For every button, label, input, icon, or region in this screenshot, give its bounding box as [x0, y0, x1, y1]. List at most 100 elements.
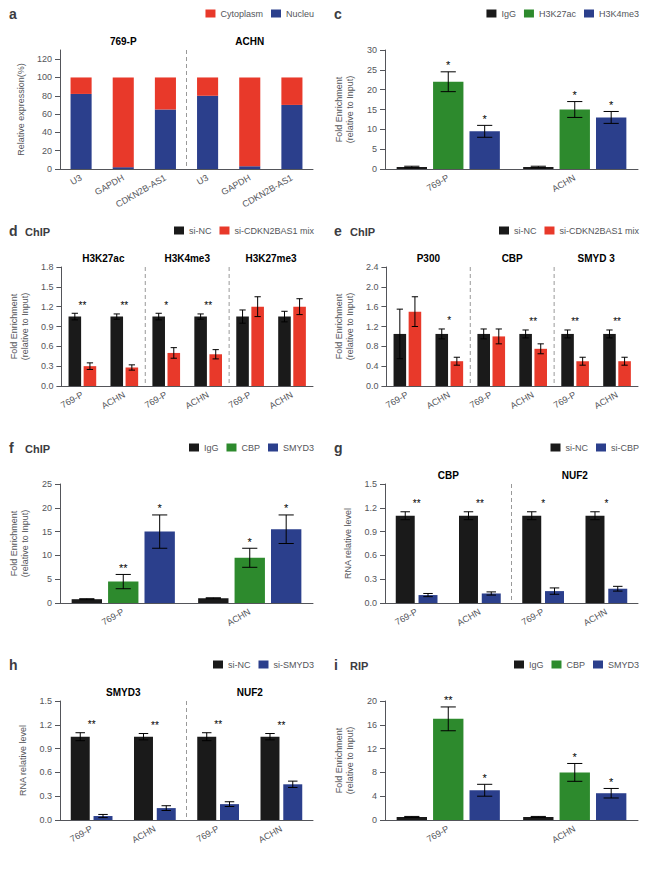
svg-text:*: *	[541, 498, 545, 509]
svg-text:0.3: 0.3	[41, 361, 54, 371]
svg-text:0.3: 0.3	[39, 791, 52, 801]
svg-text:4: 4	[372, 791, 377, 801]
svg-text:769-P: 769-P	[468, 390, 494, 411]
svg-text:si-SMYD3: si-SMYD3	[273, 660, 314, 670]
svg-text:0.0: 0.0	[364, 598, 377, 608]
svg-text:h: h	[9, 657, 18, 673]
svg-text:*: *	[447, 315, 451, 326]
svg-text:769-P: 769-P	[68, 824, 94, 845]
svg-text:*: *	[604, 498, 608, 509]
svg-text:0.9: 0.9	[41, 322, 54, 332]
svg-text:20: 20	[367, 696, 377, 706]
svg-text:si-CDKN2BAS1 mix: si-CDKN2BAS1 mix	[234, 226, 314, 236]
svg-text:0: 0	[47, 598, 52, 608]
svg-text:120: 120	[37, 54, 52, 64]
svg-text:16: 16	[367, 720, 377, 730]
svg-text:769-P: 769-P	[425, 824, 451, 845]
svg-text:**: **	[444, 694, 453, 706]
svg-text:H3K27ac: H3K27ac	[539, 9, 577, 19]
svg-text:769-P: 769-P	[59, 390, 85, 411]
svg-text:IgG: IgG	[204, 443, 219, 453]
svg-text:769-P: 769-P	[384, 390, 410, 411]
svg-text:si-NC: si-NC	[514, 226, 537, 236]
svg-text:ACHN: ACHN	[225, 607, 252, 628]
svg-text:ACHN: ACHN	[425, 390, 452, 411]
svg-text:*: *	[483, 772, 488, 784]
svg-text:0.9: 0.9	[39, 744, 52, 754]
svg-text:CBP: CBP	[502, 253, 523, 264]
svg-text:5: 5	[372, 144, 377, 154]
svg-text:0: 0	[372, 164, 377, 174]
svg-text:c: c	[334, 6, 342, 22]
svg-text:H3K27me3: H3K27me3	[245, 253, 297, 264]
svg-text:e: e	[334, 223, 342, 239]
svg-text:**: **	[571, 316, 579, 327]
svg-text:1.8: 1.8	[41, 262, 54, 272]
svg-text:ACHN: ACHN	[267, 390, 294, 411]
svg-text:si-CBP: si-CBP	[611, 443, 639, 453]
svg-text:60: 60	[42, 109, 52, 119]
svg-text:0.0: 0.0	[39, 815, 52, 825]
svg-text:ChIP: ChIP	[25, 226, 50, 238]
svg-text:si-NC: si-NC	[566, 443, 589, 453]
svg-text:*: *	[284, 502, 289, 514]
svg-text:1.2: 1.2	[366, 322, 379, 332]
svg-text:769-P: 769-P	[393, 607, 419, 628]
svg-text:25: 25	[367, 65, 377, 75]
svg-text:0: 0	[47, 164, 52, 174]
svg-text:*: *	[483, 113, 488, 125]
svg-text:**: **	[413, 498, 421, 509]
svg-text:2.4: 2.4	[366, 262, 379, 272]
svg-text:1.2: 1.2	[364, 503, 377, 513]
svg-text:GAPDH: GAPDH	[220, 173, 253, 198]
svg-text:5: 5	[47, 574, 52, 584]
svg-text:SMYD3: SMYD3	[608, 660, 639, 670]
svg-text:RIP: RIP	[350, 660, 368, 672]
svg-text:20: 20	[42, 146, 52, 156]
svg-text:IgG: IgG	[501, 9, 516, 19]
svg-text:**: **	[613, 316, 621, 327]
svg-text:*: *	[158, 502, 163, 514]
svg-text:ACHN: ACHN	[455, 607, 482, 628]
svg-text:769-P: 769-P	[552, 390, 578, 411]
svg-text:ACHN: ACHN	[550, 173, 577, 194]
svg-text:1.5: 1.5	[364, 479, 377, 489]
svg-text:10: 10	[367, 124, 377, 134]
svg-text:1.5: 1.5	[39, 696, 52, 706]
svg-text:SMYD 3: SMYD 3	[577, 253, 615, 264]
svg-text:Fold Enrichment: Fold Enrichment	[9, 510, 19, 576]
svg-text:769-P: 769-P	[100, 607, 126, 628]
svg-text:769-P: 769-P	[227, 390, 253, 411]
svg-text:CBP: CBP	[241, 443, 260, 453]
svg-text:SMYD3: SMYD3	[283, 443, 314, 453]
svg-text:Fold Enrichment: Fold Enrichment	[334, 293, 344, 359]
svg-text:ACHN: ACHN	[550, 824, 577, 845]
svg-text:H3K4me3: H3K4me3	[599, 9, 639, 19]
svg-text:SMYD3: SMYD3	[106, 687, 141, 698]
svg-text:*: *	[573, 751, 578, 763]
svg-text:**: **	[277, 720, 285, 731]
svg-text:ACHN: ACHN	[235, 36, 264, 47]
svg-text:(relative to Input): (relative to Input)	[345, 727, 355, 795]
svg-text:IgG: IgG	[529, 660, 544, 670]
svg-text:0.9: 0.9	[364, 527, 377, 537]
svg-text:0.4: 0.4	[366, 361, 379, 371]
svg-text:U3: U3	[69, 173, 84, 187]
svg-text:H3K27ac: H3K27ac	[82, 253, 125, 264]
svg-text:30: 30	[367, 45, 377, 55]
svg-text:8: 8	[372, 767, 377, 777]
svg-text:RNA relative level: RNA relative level	[343, 508, 353, 579]
svg-text:si-NC: si-NC	[228, 660, 251, 670]
svg-text:**: **	[120, 300, 128, 311]
svg-text:(relative to Input): (relative to Input)	[345, 293, 355, 361]
svg-text:Fold Enrichment: Fold Enrichment	[334, 76, 344, 142]
svg-text:**: **	[88, 719, 96, 730]
svg-text:NUF2: NUF2	[237, 687, 264, 698]
svg-text:20: 20	[367, 85, 377, 95]
svg-text:0.8: 0.8	[366, 341, 379, 351]
svg-text:ChIP: ChIP	[350, 226, 375, 238]
svg-text:*: *	[609, 776, 614, 788]
svg-text:0.0: 0.0	[366, 381, 379, 391]
svg-text:*: *	[446, 59, 451, 71]
svg-text:H3K4me3: H3K4me3	[164, 253, 210, 264]
